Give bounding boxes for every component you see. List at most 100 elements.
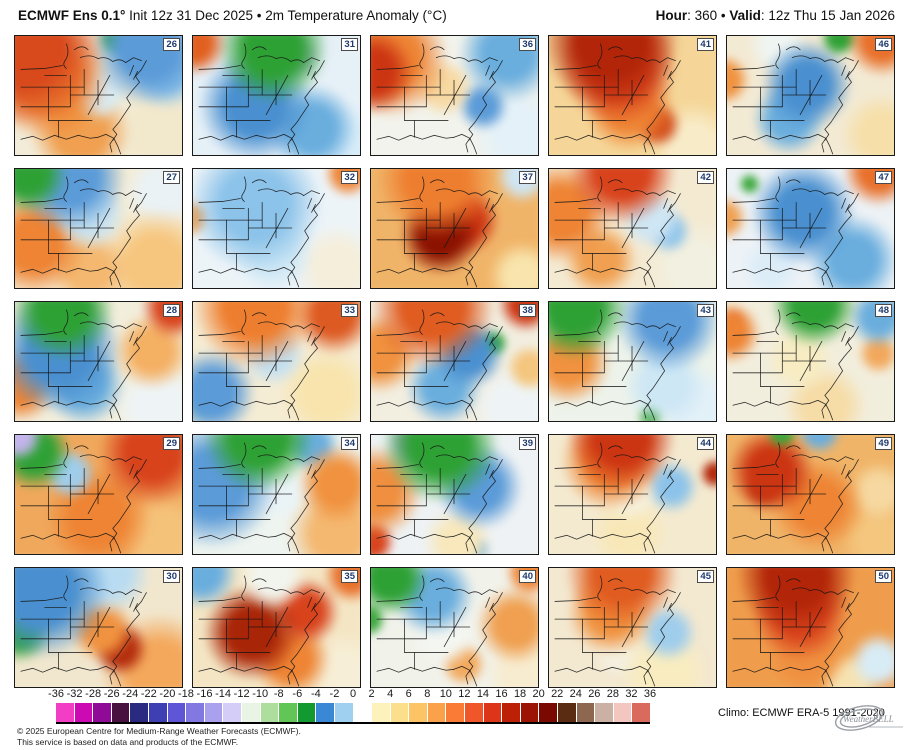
member-number-badge: 38 [519, 304, 536, 317]
chart-title: ECMWF Ens 0.1° Init 12z 31 Dec 2025 • 2m… [18, 8, 447, 23]
member-number-badge: 40 [519, 570, 536, 583]
colorbar-segment [297, 703, 316, 722]
member-number-badge: 43 [697, 304, 714, 317]
state-borders-overlay [198, 309, 325, 421]
anomaly-color-field [193, 302, 360, 421]
member-number-badge: 42 [697, 171, 714, 184]
colorbar-segment [576, 703, 595, 722]
ensemble-map-member-48: 48 [726, 301, 895, 422]
member-number-badge: 45 [697, 570, 714, 583]
colorbar-segment [74, 703, 93, 722]
colorbar-segment [334, 703, 353, 722]
anomaly-color-field [193, 36, 360, 155]
colorbar-tick: 24 [569, 688, 582, 700]
colorbar-tick: 4 [387, 688, 394, 700]
state-borders-overlay [376, 43, 503, 155]
colorbar-segment [93, 703, 111, 722]
colorbar-tick: 0 [349, 688, 357, 700]
member-number-badge: 49 [875, 437, 892, 450]
ensemble-map-member-47: 47 [726, 168, 895, 289]
ensemble-map-member-43: 43 [548, 301, 717, 422]
weatherbell-logo: WeatherBELL [834, 705, 903, 731]
state-borders-overlay [198, 575, 325, 687]
state-borders-overlay [20, 309, 147, 421]
state-borders-overlay [554, 309, 681, 421]
colorbar-segment [446, 703, 465, 722]
member-number-badge: 44 [697, 437, 714, 450]
logo-text: WeatherBELL [843, 714, 894, 724]
colorbar-tick: -8 [273, 688, 284, 700]
state-borders-overlay [376, 309, 503, 421]
state-borders-overlay [732, 43, 859, 155]
colorbar-segment [390, 703, 409, 722]
state-borders-overlay [732, 176, 859, 288]
state-borders-overlay [554, 575, 681, 687]
colorbar-segment [465, 703, 483, 722]
colorbar-segment [260, 703, 279, 722]
colorbar-tick: 12 [458, 688, 471, 700]
colorbar-tick: -14 [215, 688, 232, 700]
climo-reference-label: Climo: ECMWF ERA-5 1991-2020 [718, 707, 885, 719]
copyright-line-2: This service is based on data and produc… [17, 736, 239, 747]
colorbar-tick: 36 [643, 688, 657, 700]
state-borders-overlay [376, 575, 503, 687]
colorbar-segment [316, 703, 334, 722]
colorbar-segment [595, 703, 613, 722]
member-number-badge: 32 [341, 171, 358, 184]
ensemble-map-member-30: 30 [14, 567, 183, 688]
colorbar-segment [204, 703, 223, 722]
member-number-badge: 50 [875, 570, 892, 583]
colorbar-tick: 14 [476, 688, 490, 700]
ensemble-map-member-50: 50 [726, 567, 895, 688]
member-number-badge: 33 [341, 304, 358, 317]
state-borders-overlay [732, 309, 859, 421]
colorbar-segment [223, 703, 241, 722]
valid-label: Valid [729, 7, 761, 23]
colorbar-segment [372, 703, 390, 722]
ensemble-map-member-41: 41 [548, 35, 717, 156]
ensemble-map-grid: 26 31 36 41 46 27 32 37 42 47 28 33 38 43 48 29 34 39 44 49… [14, 35, 895, 688]
ensemble-map-member-44: 44 [548, 434, 717, 555]
copyright-text: © 2025 European Centre for Medium-Range … [17, 726, 301, 747]
state-borders-overlay [376, 176, 503, 288]
anomaly-color-field [549, 568, 716, 687]
colorbar-segment [613, 703, 632, 722]
colorbar-tick: 32 [625, 688, 638, 700]
colorbar-segment [409, 703, 427, 722]
hour-label: Hour [655, 7, 688, 23]
state-borders-overlay [198, 43, 325, 155]
colorbar-tick: -18 [177, 688, 194, 700]
colorbar-segment [632, 703, 650, 722]
colorbar-segment [520, 703, 539, 722]
colorbar-tick: -28 [85, 688, 102, 700]
state-borders-overlay [554, 43, 681, 155]
member-number-badge: 47 [875, 171, 892, 184]
colorbar-tick: -20 [159, 688, 176, 700]
member-number-badge: 39 [519, 437, 536, 450]
colorbar-segment [279, 703, 297, 722]
colorbar-segment [353, 703, 372, 722]
member-number-badge: 36 [519, 38, 536, 51]
anomaly-color-field [15, 36, 182, 155]
anomaly-color-field [727, 169, 894, 288]
colorbar-tick: -12 [233, 688, 250, 700]
bullet-separator: • [717, 7, 730, 23]
ensemble-map-member-29: 29 [14, 434, 183, 555]
colorbar-tick: -4 [310, 688, 321, 700]
valid-time-info: Hour: 360 • Valid: 12z Thu 15 Jan 2026 [656, 8, 895, 23]
colorbar-segment [539, 703, 558, 722]
member-number-badge: 31 [341, 38, 358, 51]
colorbar-tick: 18 [513, 688, 527, 700]
anomaly-color-field [371, 435, 538, 554]
state-borders-overlay [20, 43, 147, 155]
copyright-line-1: © 2025 European Centre for Medium-Range … [17, 726, 301, 736]
colorbar-tick: -32 [66, 688, 83, 700]
state-borders-overlay [198, 176, 325, 288]
colorbar-tick: 22 [551, 688, 564, 700]
ensemble-map-member-27: 27 [14, 168, 183, 289]
colorbar-segment [483, 703, 502, 722]
colorbar-segment [558, 703, 576, 722]
colorbar-segment [148, 703, 167, 722]
ensemble-map-member-31: 31 [192, 35, 361, 156]
state-borders-overlay [554, 442, 681, 554]
